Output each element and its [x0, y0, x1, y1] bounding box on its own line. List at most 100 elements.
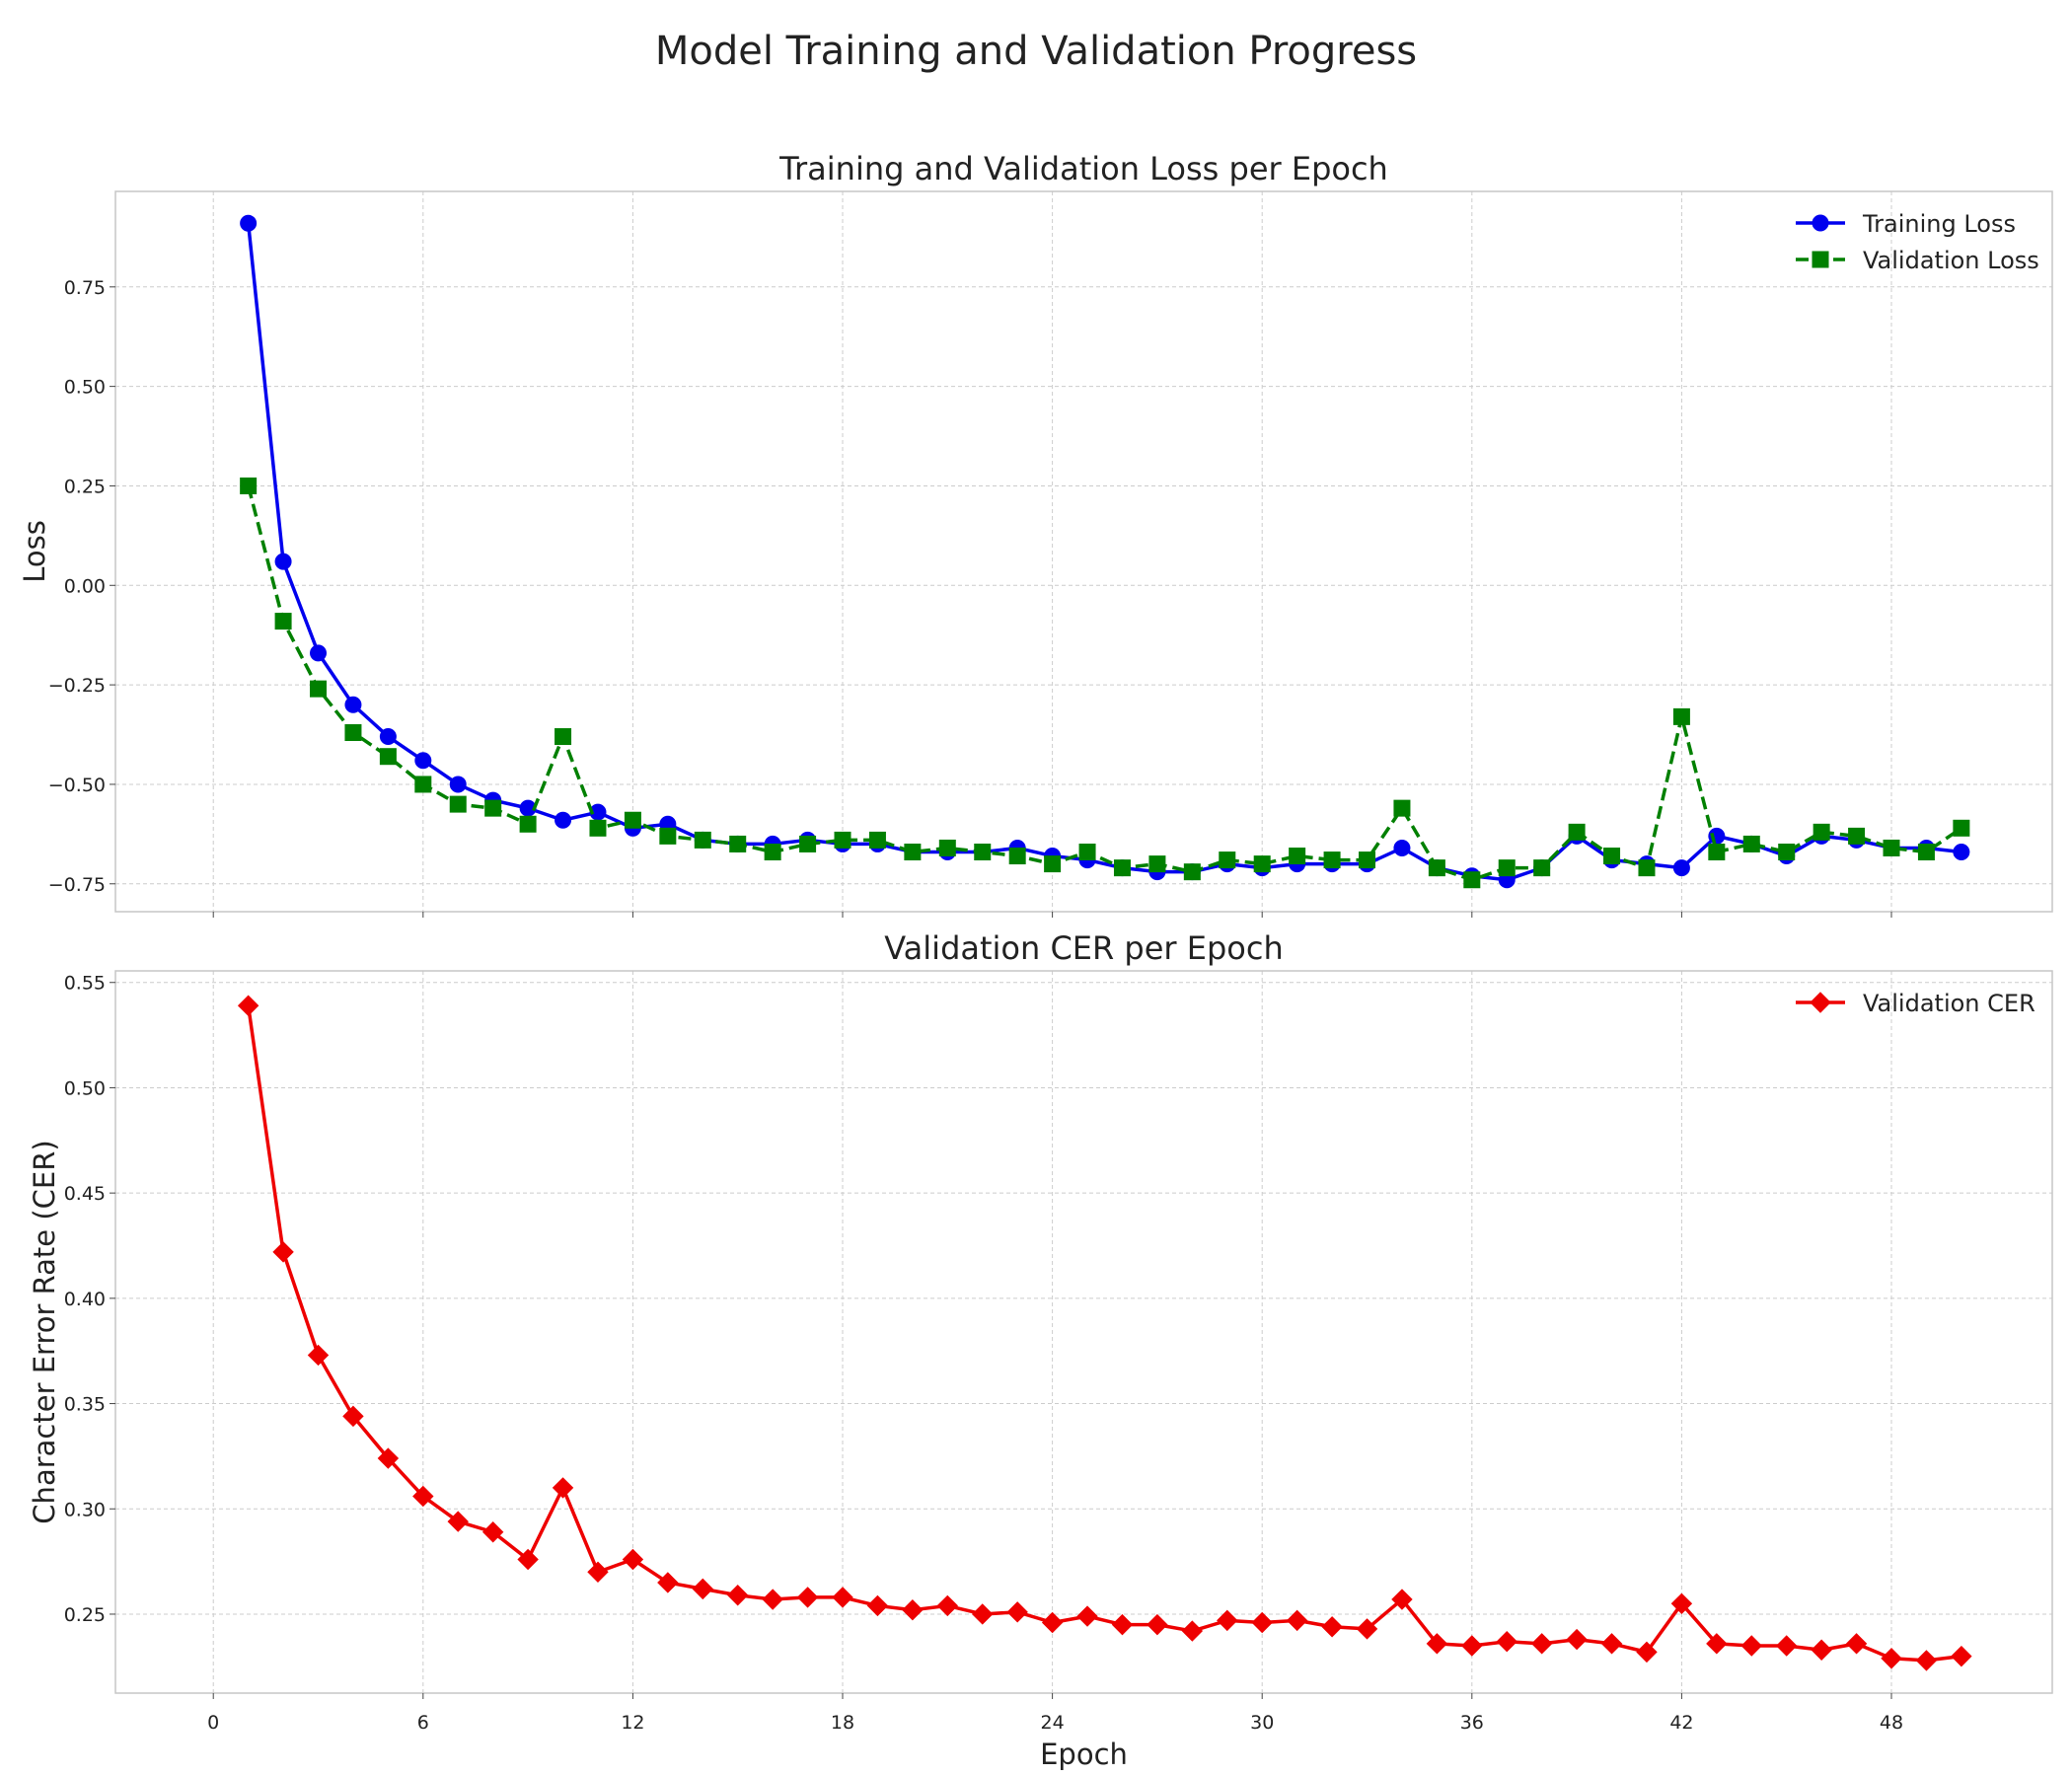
validation-cer-point: [1391, 1589, 1413, 1610]
validation-loss-point: [1638, 859, 1656, 877]
cer-y-axis-label: Character Error Rate (CER): [28, 1140, 61, 1523]
cer-y-tick-label: 0.55: [64, 973, 106, 995]
cer-gridlines: [115, 971, 2052, 1693]
legend-marker-validation-loss: [1812, 251, 1829, 268]
training-loss-point: [1672, 859, 1690, 877]
legend-marker-training-loss: [1812, 214, 1829, 232]
validation-cer-point: [237, 995, 259, 1016]
loss-y-tick-label: −0.75: [48, 874, 106, 896]
training-loss-point: [449, 776, 467, 793]
cer-y-tick-label: 0.50: [64, 1077, 106, 1099]
validation-loss-point: [1533, 859, 1551, 877]
validation-loss-line: [246, 485, 1962, 882]
cer-x-tick-label: 0: [207, 1712, 219, 1734]
validation-loss-point: [1078, 844, 1096, 861]
validation-loss-point: [1498, 859, 1516, 877]
series-validation-loss: [240, 477, 1970, 889]
figure-title: Model Training and Validation Progress: [655, 29, 1417, 74]
validation-loss-point: [240, 477, 258, 494]
validation-loss-point: [1953, 819, 1970, 837]
validation-loss-point: [484, 799, 502, 817]
validation-cer-point: [1041, 1611, 1064, 1634]
validation-cer-point: [1147, 1613, 1168, 1636]
validation-cer-point: [727, 1585, 749, 1606]
loss-gridlines: [115, 191, 2052, 912]
validation-loss-point: [1253, 855, 1271, 873]
training-loss-line: [246, 223, 1962, 882]
validation-cer-point: [692, 1578, 713, 1600]
validation-cer-point: [622, 1548, 644, 1571]
series-validation-cer: [237, 995, 1972, 1671]
validation-cer-point: [377, 1447, 400, 1469]
loss-y-tick-label: −0.25: [48, 675, 106, 697]
validation-cer-point: [796, 1587, 819, 1608]
validation-cer-point: [1286, 1609, 1308, 1632]
validation-cer-point: [1566, 1628, 1588, 1651]
cer-x-tick-label: 12: [621, 1712, 644, 1734]
validation-cer-point: [1461, 1635, 1483, 1657]
validation-cer-point: [1951, 1645, 1972, 1667]
validation-loss-point: [1603, 848, 1621, 865]
training-loss-point: [555, 811, 572, 829]
cer-x-tick-label: 6: [417, 1712, 429, 1734]
training-loss-point: [274, 553, 292, 570]
validation-cer-point: [447, 1511, 469, 1532]
loss-y-tick-label: 0.50: [64, 377, 106, 399]
cer-chart: 0 6 12 18 24 30 36 42 48 0.25 0.30 0.35 0.40 0.45 0.50…: [28, 929, 2053, 1771]
validation-cer-point: [902, 1598, 924, 1621]
validation-cer-point: [1740, 1635, 1762, 1657]
validation-loss-point: [868, 831, 886, 849]
validation-loss-point: [1917, 844, 1935, 861]
cer-y-tick-label: 0.45: [64, 1183, 106, 1205]
cer-x-tick-label: 18: [831, 1712, 854, 1734]
validation-cer-point: [1181, 1620, 1204, 1642]
validation-cer-point: [936, 1594, 959, 1617]
validation-loss-point: [659, 827, 677, 845]
cer-chart-title: Validation CER per Epoch: [884, 929, 1283, 967]
validation-loss-point: [1008, 848, 1026, 865]
loss-y-axis-label: Loss: [18, 520, 51, 583]
validation-loss-point: [1848, 827, 1866, 845]
cer-y-tick-label: 0.25: [64, 1604, 106, 1626]
validation-cer-point: [1530, 1633, 1553, 1655]
loss-y-tick-label: 0.25: [64, 476, 106, 497]
validation-cer-point: [972, 1603, 994, 1625]
validation-cer-point: [1356, 1618, 1378, 1640]
cer-x-tick-label: 36: [1460, 1712, 1484, 1734]
validation-loss-point: [904, 844, 922, 861]
validation-cer-point: [272, 1241, 294, 1263]
loss-y-tick-label: 0.00: [64, 575, 106, 597]
cer-y-tick-label: 0.30: [64, 1499, 106, 1520]
cer-x-tick-label: 42: [1669, 1712, 1693, 1734]
loss-legend: Training Loss Validation Loss: [1796, 210, 2039, 274]
validation-loss-point: [799, 835, 817, 852]
validation-cer-point: [1881, 1648, 1902, 1669]
loss-ticks: −0.75 −0.50 −0.25 0.00 0.25 0.50 0.75: [48, 277, 1892, 918]
validation-loss-point: [379, 748, 397, 766]
validation-loss-point: [519, 815, 537, 833]
training-loss-point: [344, 696, 362, 713]
validation-loss-point: [1428, 859, 1445, 877]
validation-cer-point: [1496, 1631, 1517, 1653]
validation-loss-point: [1183, 863, 1201, 881]
validation-loss-point: [274, 613, 292, 630]
validation-loss-point: [1289, 848, 1306, 865]
legend-label-validation-loss: Validation Loss: [1863, 247, 2039, 274]
validation-cer-point: [1076, 1605, 1098, 1627]
validation-cer-point: [762, 1589, 783, 1610]
validation-cer-line: [246, 1004, 1962, 1663]
validation-loss-point: [1393, 799, 1411, 817]
training-loss-point: [1393, 839, 1411, 856]
validation-cer-point: [1006, 1601, 1028, 1623]
validation-cer-point: [1811, 1639, 1832, 1661]
validation-loss-point: [1148, 855, 1166, 873]
cer-x-tick-label: 30: [1250, 1712, 1274, 1734]
validation-cer-point: [1915, 1650, 1938, 1671]
loss-plot-frame: [114, 190, 2053, 913]
loss-y-tick-label: −0.50: [48, 775, 106, 796]
validation-cer-point: [1600, 1633, 1623, 1655]
validation-cer-point: [1111, 1613, 1134, 1636]
legend-marker-validation-cer: [1810, 992, 1831, 1013]
validation-cer-point: [657, 1572, 679, 1593]
